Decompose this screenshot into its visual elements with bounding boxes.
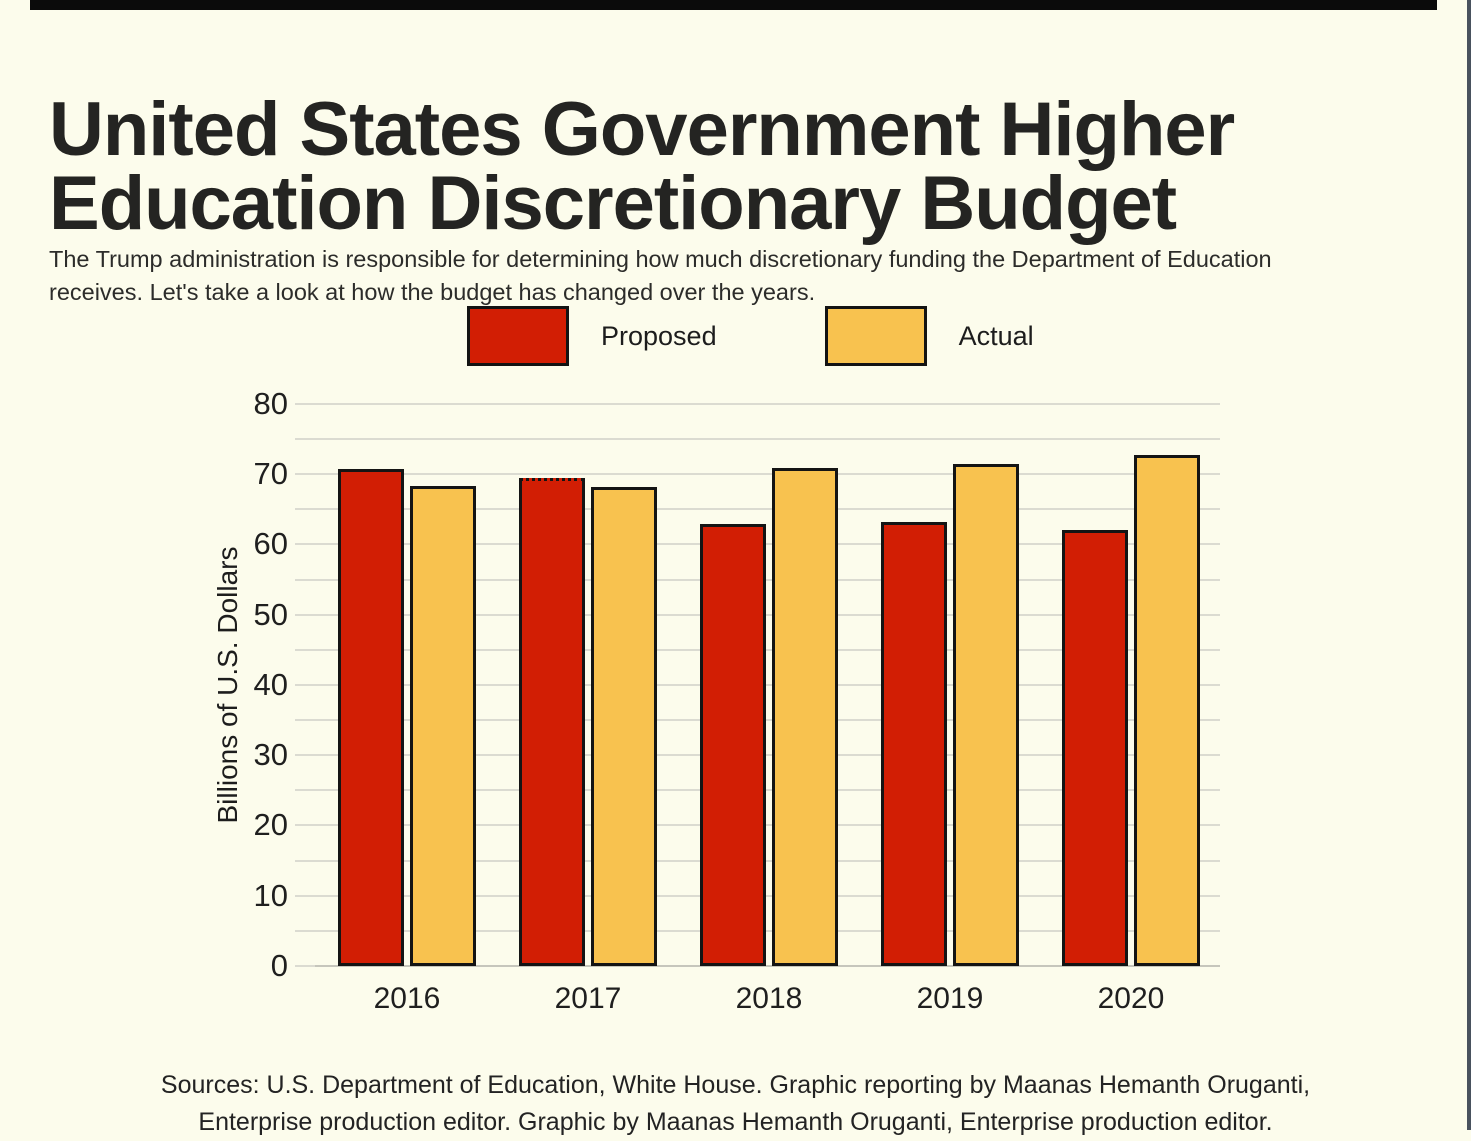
bar-actual-2017: [591, 487, 657, 966]
y-tick-mark-30: [295, 754, 315, 756]
y-tick-mark-45: [295, 649, 315, 651]
y-tick-label-0: 0: [270, 948, 288, 983]
gridline-75: [315, 438, 1220, 440]
bar-actual-2019: [953, 464, 1019, 966]
gridline-10: [315, 895, 1220, 897]
y-tick-label-80: 80: [253, 386, 288, 421]
y-tick-label-20: 20: [253, 807, 288, 842]
legend-swatch-actual: [824, 306, 927, 366]
gridline-45: [315, 649, 1220, 651]
gridline-50: [315, 614, 1220, 616]
top-edge-artifact: [30, 0, 1437, 10]
gridline-25: [315, 789, 1220, 791]
source-line1: Sources: U.S. Department of Education, W…: [160, 1071, 1311, 1099]
y-tick-mark-25: [295, 789, 315, 791]
bar-actual-2020: [1134, 455, 1200, 966]
gridline-15: [315, 860, 1220, 862]
right-edge-artifact: [1467, 0, 1471, 1130]
y-tick-label-70: 70: [253, 456, 288, 491]
bar-proposed-2016: [338, 469, 404, 966]
gridline-55: [315, 579, 1220, 581]
y-tick-label-50: 50: [253, 597, 288, 632]
x-tick-label-2019: 2019: [916, 982, 984, 1015]
x-tick-label-2018: 2018: [735, 982, 803, 1015]
page-title-line2: Education Discretionary Budget: [49, 160, 1177, 246]
gridline-5: [315, 930, 1220, 932]
bar-proposed-2019: [881, 522, 947, 966]
y-tick-label-40: 40: [253, 667, 288, 702]
x-tick-label-2017: 2017: [554, 982, 622, 1015]
x-tick-label-2016: 2016: [373, 982, 441, 1015]
gridline-30: [315, 754, 1220, 756]
bar-proposed-2018: [700, 524, 766, 966]
y-tick-mark-75: [295, 438, 315, 440]
y-tick-mark-50: [295, 614, 315, 616]
page-title: United States Government Higher Education…: [49, 91, 1439, 241]
bar-proposed-2017: [519, 478, 585, 966]
gridline-80: [315, 403, 1220, 405]
subtitle-line2: receives. Let's take a look at how the b…: [49, 278, 816, 305]
y-tick-mark-65: [295, 508, 315, 510]
legend-swatch-proposed: [467, 306, 569, 366]
y-tick-mark-35: [295, 719, 315, 721]
x-tick-label-2020: 2020: [1097, 982, 1165, 1015]
subtitle-line1: The Trump administration is responsible …: [49, 245, 1272, 272]
legend-label-proposed: Proposed: [601, 320, 717, 351]
gridline-70: [315, 473, 1220, 475]
y-tick-mark-60: [295, 543, 315, 545]
y-tick-mark-5: [295, 930, 315, 932]
y-tick-mark-80: [295, 403, 315, 405]
y-tick-mark-20: [295, 824, 315, 826]
y-tick-mark-70: [295, 473, 315, 475]
page-title-line1: United States Government Higher: [49, 86, 1235, 172]
gridline-0: [315, 965, 1220, 967]
y-tick-mark-40: [295, 684, 315, 686]
gridline-65: [315, 508, 1220, 510]
y-tick-mark-15: [295, 860, 315, 862]
chart-legend: Proposed Actual: [467, 306, 1034, 366]
gridline-40: [315, 684, 1220, 686]
y-tick-mark-55: [295, 579, 315, 581]
bar-actual-2018: [772, 468, 838, 966]
gridline-20: [315, 824, 1220, 826]
y-tick-label-10: 10: [253, 878, 288, 913]
y-tick-mark-10: [295, 895, 315, 897]
gridline-60: [315, 543, 1220, 545]
subtitle: The Trump administration is responsible …: [49, 243, 1389, 309]
y-tick-label-60: 60: [253, 526, 288, 561]
y-tick-label-30: 30: [253, 737, 288, 772]
source-line2: Enterprise production editor. Graphic by…: [198, 1108, 1273, 1136]
gridline-35: [315, 719, 1220, 721]
bar-proposed-2020: [1062, 530, 1128, 966]
bar-actual-2016: [410, 486, 476, 966]
plot-area: [295, 403, 1220, 967]
legend-label-actual: Actual: [958, 320, 1034, 351]
y-tick-mark-0: [295, 965, 315, 967]
